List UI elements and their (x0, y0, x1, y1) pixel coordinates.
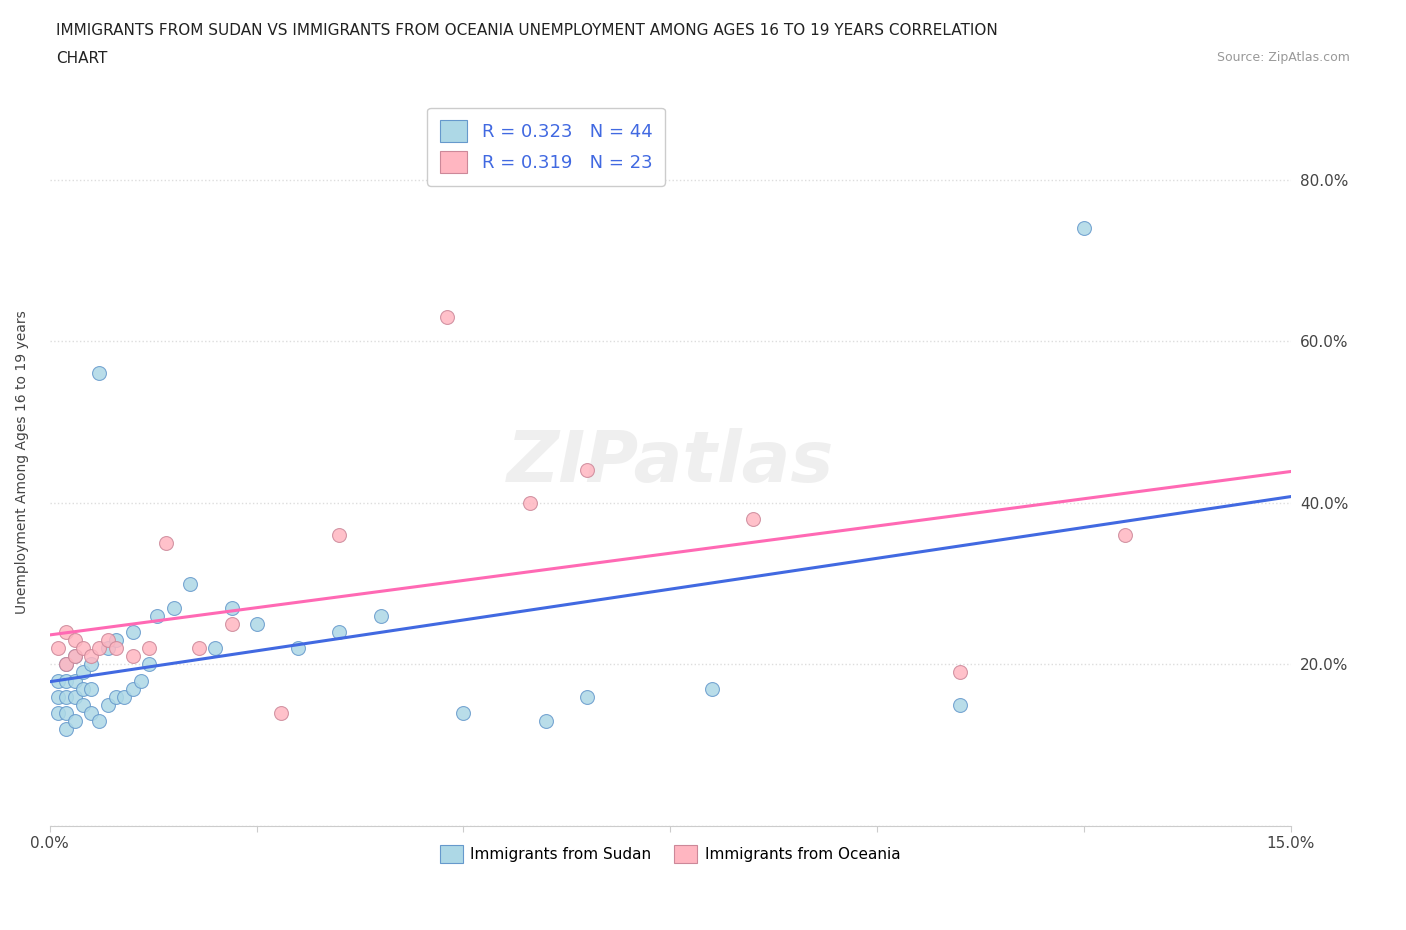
Point (138, 657, 160, 671)
Point (204, 641, 226, 656)
Point (534, 713, 557, 728)
Point (328, 625, 350, 640)
Point (246, 617, 269, 631)
Point (121, 681, 143, 696)
Legend: Immigrants from Sudan, Immigrants from Oceania: Immigrants from Sudan, Immigrants from O… (433, 839, 907, 870)
Point (129, 673, 152, 688)
Point (187, 641, 209, 656)
Point (576, 689, 599, 704)
Point (155, 536, 177, 551)
Point (46, 641, 69, 656)
Point (105, 689, 128, 704)
Point (55, 689, 77, 704)
Point (453, 706, 475, 721)
Point (370, 608, 392, 623)
Point (63, 673, 86, 688)
Point (328, 527, 350, 542)
Point (80, 706, 103, 721)
Text: CHART: CHART (56, 51, 108, 66)
Point (163, 601, 186, 616)
Point (1073, 220, 1095, 235)
Point (221, 601, 243, 616)
Point (72, 681, 94, 696)
Point (63, 632, 86, 647)
Point (436, 310, 458, 325)
Point (89, 366, 111, 381)
Text: IMMIGRANTS FROM SUDAN VS IMMIGRANTS FROM OCEANIA UNEMPLOYMENT AMONG AGES 16 TO 1: IMMIGRANTS FROM SUDAN VS IMMIGRANTS FROM… (56, 23, 998, 38)
Point (46, 673, 69, 688)
Point (55, 625, 77, 640)
Point (949, 665, 972, 680)
Point (63, 713, 86, 728)
Point (270, 706, 292, 721)
Point (72, 698, 94, 712)
Point (112, 689, 135, 704)
Point (287, 641, 309, 656)
Point (72, 641, 94, 656)
Point (55, 657, 77, 671)
Point (72, 665, 94, 680)
Point (1114, 527, 1136, 542)
Point (80, 649, 103, 664)
Point (80, 681, 103, 696)
Point (576, 463, 599, 478)
Point (46, 689, 69, 704)
Point (519, 496, 541, 511)
Point (97, 698, 120, 712)
Text: ZIPatlas: ZIPatlas (506, 428, 834, 497)
Point (700, 681, 723, 696)
Point (80, 657, 103, 671)
Point (949, 698, 972, 712)
Y-axis label: Unemployment Among Ages 16 to 19 years: Unemployment Among Ages 16 to 19 years (15, 311, 30, 614)
Point (55, 722, 77, 737)
Point (55, 673, 77, 688)
Point (105, 641, 128, 656)
Point (121, 649, 143, 664)
Point (179, 576, 201, 591)
Point (55, 706, 77, 721)
Point (742, 512, 765, 526)
Point (146, 608, 169, 623)
Point (97, 641, 120, 656)
Point (63, 649, 86, 664)
Text: Source: ZipAtlas.com: Source: ZipAtlas.com (1216, 51, 1350, 64)
Point (63, 689, 86, 704)
Point (97, 632, 120, 647)
Point (105, 632, 128, 647)
Point (89, 713, 111, 728)
Point (138, 641, 160, 656)
Point (89, 641, 111, 656)
Point (63, 649, 86, 664)
Point (46, 706, 69, 721)
Point (221, 617, 243, 631)
Point (121, 625, 143, 640)
Point (55, 657, 77, 671)
